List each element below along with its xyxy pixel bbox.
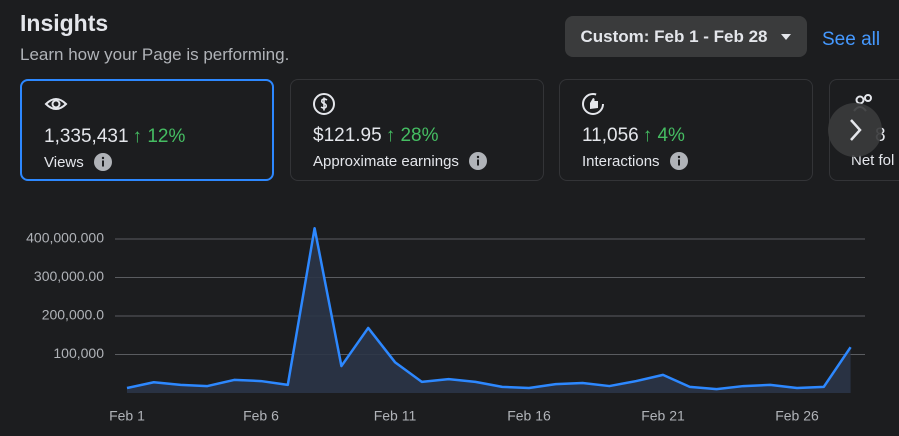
metric-change: ↑ 4%: [642, 125, 685, 146]
x-tick-label: Feb 26: [775, 408, 819, 424]
label-text: Interactions: [582, 152, 660, 170]
line: [126, 226, 852, 391]
change-text: 12%: [147, 126, 186, 147]
change-text: 28%: [400, 125, 439, 146]
metric-value: $121.95 ↑ 28%: [313, 125, 439, 147]
x-tick-label: Feb 21: [641, 408, 685, 424]
metric-value: 1,335,431 ↑ 12%: [44, 126, 185, 148]
metric-label: Net fol: [851, 152, 894, 169]
x-tick-label: Feb 16: [507, 408, 551, 424]
metric-card[interactable]: 1,335,431 ↑ 12% Views: [20, 79, 274, 181]
metric-value: 11,056 ↑ 4%: [582, 125, 685, 147]
dollar-icon: [313, 93, 335, 115]
caret: [780, 33, 791, 40]
metric-label: Views: [44, 153, 112, 171]
x-tick-label: Feb 6: [243, 408, 279, 424]
metric-label: Approximate earnings: [313, 152, 487, 170]
see-all-link[interactable]: See all: [822, 29, 881, 50]
metric-change: ↑ 28%: [385, 125, 439, 146]
info-icon[interactable]: [669, 152, 688, 170]
x-tick-label: Feb 1: [109, 408, 145, 424]
info-icon[interactable]: [468, 152, 487, 170]
date-range-text: Custom: Feb 1 - Feb 28: [580, 26, 768, 46]
label-text: Approximate earnings: [313, 152, 459, 170]
eye-icon: [44, 98, 68, 110]
info-icon[interactable]: [93, 153, 112, 171]
change-text: 4%: [657, 125, 685, 146]
metric-change: ↑ 12%: [132, 126, 186, 147]
date-range-button[interactable]: Custom: Feb 1 - Feb 28: [565, 16, 807, 57]
metric-number: 1,335,431: [44, 126, 129, 147]
x-tick-label: Feb 11: [374, 408, 417, 424]
metric-card[interactable]: 11,056 ↑ 4% Interactions: [559, 79, 813, 181]
interactions-icon: [582, 93, 604, 115]
title: Insights: [20, 10, 109, 36]
area: [127, 228, 851, 393]
metric-card[interactable]: $121.95 ↑ 28% Approximate earnings: [290, 79, 544, 181]
subtitle: Learn how your Page is performing.: [20, 45, 290, 64]
label-text: Net fol: [851, 152, 895, 169]
metric-number: $121.95: [313, 125, 382, 146]
y-tick-label: 300,000.00: [34, 268, 104, 284]
y-tick-label: 100,000: [53, 345, 104, 361]
metric-number: 11,056: [582, 125, 639, 146]
next-button[interactable]: [827, 102, 883, 158]
y-tick-label: 200,000.0: [42, 307, 104, 323]
metric-label: Interactions: [582, 152, 688, 170]
label-text: Views: [44, 153, 84, 171]
y-tick-label: 400,000.000: [26, 230, 104, 246]
